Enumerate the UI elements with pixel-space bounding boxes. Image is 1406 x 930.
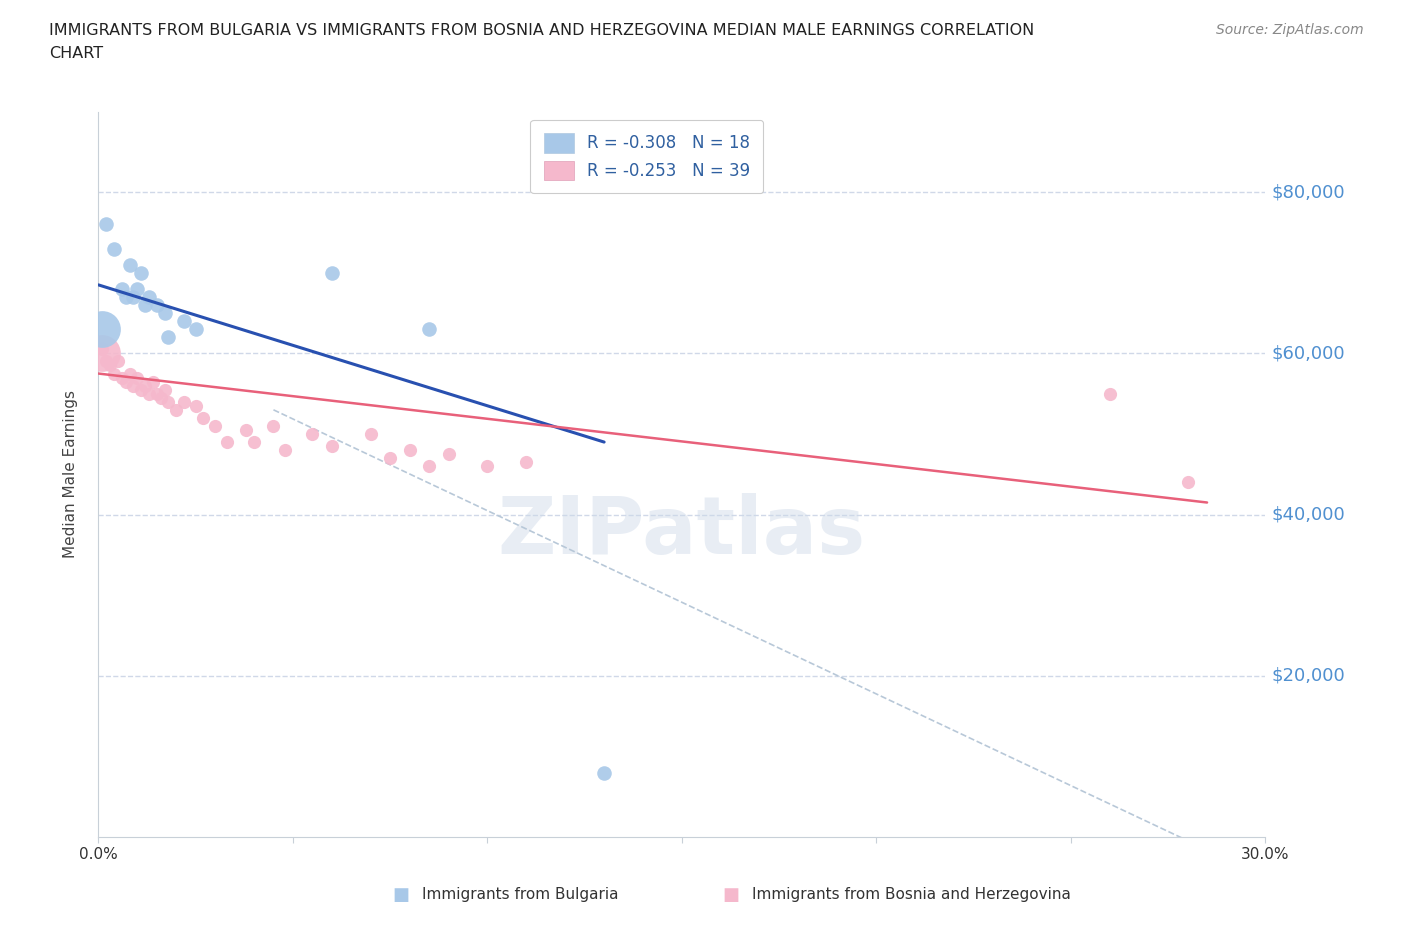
Point bbox=[98, 358, 121, 373]
Point bbox=[134, 379, 156, 393]
Point bbox=[193, 410, 215, 425]
Point bbox=[146, 386, 169, 401]
Point bbox=[111, 370, 134, 385]
Point bbox=[215, 434, 238, 449]
Point bbox=[173, 313, 195, 328]
Point bbox=[184, 398, 207, 413]
Point bbox=[593, 765, 616, 780]
Point bbox=[149, 391, 172, 405]
Point bbox=[157, 330, 180, 345]
Point bbox=[515, 455, 537, 470]
Point bbox=[107, 354, 129, 369]
Text: Immigrants from Bosnia and Herzegovina: Immigrants from Bosnia and Herzegovina bbox=[752, 887, 1071, 902]
Point bbox=[96, 354, 118, 369]
Point bbox=[437, 446, 460, 461]
Point bbox=[418, 322, 440, 337]
Point bbox=[146, 298, 169, 312]
Text: ■: ■ bbox=[392, 885, 409, 904]
Point bbox=[157, 394, 180, 409]
Point bbox=[129, 265, 152, 280]
Point bbox=[1177, 475, 1199, 490]
Text: ■: ■ bbox=[723, 885, 740, 904]
Point bbox=[138, 289, 160, 304]
Point bbox=[153, 306, 176, 321]
Text: Immigrants from Bulgaria: Immigrants from Bulgaria bbox=[422, 887, 619, 902]
Point bbox=[127, 282, 149, 297]
Point bbox=[418, 458, 440, 473]
Point bbox=[380, 451, 402, 466]
Point bbox=[111, 282, 134, 297]
Text: $20,000: $20,000 bbox=[1271, 667, 1346, 684]
Point bbox=[134, 298, 156, 312]
Point bbox=[96, 217, 118, 232]
Point bbox=[235, 422, 257, 437]
Point bbox=[114, 374, 136, 389]
Text: CHART: CHART bbox=[49, 46, 103, 61]
Point bbox=[173, 394, 195, 409]
Point bbox=[321, 439, 343, 454]
Point bbox=[301, 427, 323, 442]
Text: ZIPatlas: ZIPatlas bbox=[498, 493, 866, 571]
Point bbox=[142, 374, 165, 389]
Text: $80,000: $80,000 bbox=[1271, 183, 1346, 201]
Point bbox=[103, 241, 125, 256]
Point bbox=[91, 346, 114, 361]
Point bbox=[103, 366, 125, 381]
Point bbox=[122, 379, 145, 393]
Point bbox=[118, 258, 141, 272]
Point bbox=[138, 386, 160, 401]
Y-axis label: Median Male Earnings: Median Male Earnings bbox=[63, 391, 77, 558]
Point bbox=[127, 370, 149, 385]
Point bbox=[274, 443, 297, 458]
Legend: R = -0.308   N = 18, R = -0.253   N = 39: R = -0.308 N = 18, R = -0.253 N = 39 bbox=[530, 120, 763, 193]
Point bbox=[114, 289, 136, 304]
Point bbox=[398, 443, 420, 458]
Text: $40,000: $40,000 bbox=[1271, 506, 1346, 524]
Point bbox=[262, 418, 284, 433]
Point bbox=[243, 434, 266, 449]
Point bbox=[477, 458, 499, 473]
Text: Source: ZipAtlas.com: Source: ZipAtlas.com bbox=[1216, 23, 1364, 37]
Point bbox=[122, 289, 145, 304]
Point bbox=[91, 342, 114, 357]
Text: $60,000: $60,000 bbox=[1271, 344, 1346, 363]
Point bbox=[153, 382, 176, 397]
Point bbox=[165, 403, 187, 418]
Text: IMMIGRANTS FROM BULGARIA VS IMMIGRANTS FROM BOSNIA AND HERZEGOVINA MEDIAN MALE E: IMMIGRANTS FROM BULGARIA VS IMMIGRANTS F… bbox=[49, 23, 1035, 38]
Point bbox=[118, 366, 141, 381]
Point bbox=[91, 322, 114, 337]
Point bbox=[360, 427, 382, 442]
Point bbox=[184, 322, 207, 337]
Point bbox=[1098, 386, 1121, 401]
Point bbox=[204, 418, 226, 433]
Point bbox=[129, 382, 152, 397]
Point bbox=[321, 265, 343, 280]
